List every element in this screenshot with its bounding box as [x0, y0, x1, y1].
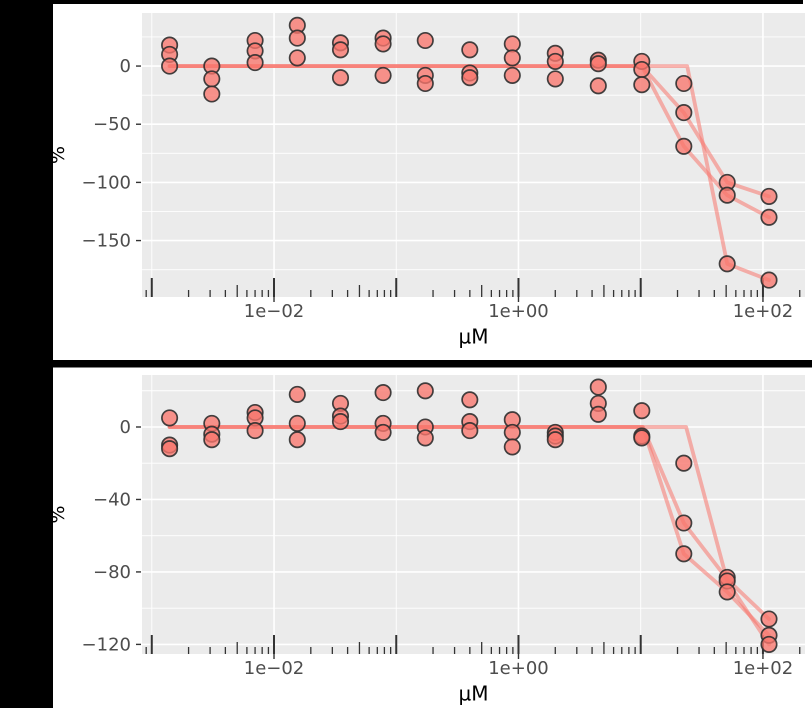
x-tick-label: 1e−02 — [244, 658, 305, 679]
data-point — [760, 208, 778, 226]
y-tick-label: −80 — [93, 562, 131, 583]
y-tick-label: 0 — [120, 56, 131, 77]
data-point — [331, 69, 350, 87]
data-point — [203, 431, 221, 449]
fit-line — [167, 64, 771, 283]
data-point — [288, 29, 306, 47]
data-point — [589, 378, 607, 396]
data-point — [633, 60, 651, 79]
data-point — [374, 35, 392, 53]
data-point — [288, 431, 306, 449]
data-point — [288, 49, 306, 67]
dose-response-plot-bottom: 1e−02 1e+00 1e+02 0 −40 −80 −120 µM% — [47, 367, 812, 708]
data-point — [718, 255, 736, 273]
log-ticks — [145, 278, 801, 297]
x-tick-label: 1e+02 — [733, 301, 794, 322]
data-point — [416, 74, 434, 93]
x-tick-label: 1e−02 — [244, 301, 305, 322]
data-point — [760, 635, 778, 653]
data-point — [675, 545, 693, 563]
data-point — [374, 66, 392, 84]
data-point — [246, 54, 264, 72]
data-point — [503, 66, 521, 84]
y-tick-label: 0 — [120, 417, 131, 438]
data-point — [633, 429, 651, 447]
data-point — [760, 610, 778, 628]
data-point — [675, 104, 693, 122]
y-axis-title: % — [47, 146, 69, 164]
data-point — [416, 429, 434, 447]
data-point — [503, 423, 521, 441]
data-point — [589, 405, 607, 423]
data-point — [461, 391, 479, 409]
data-point — [675, 137, 693, 155]
data-point — [374, 423, 392, 441]
data-point — [331, 413, 350, 431]
dose-response-plot-top: 1e−02 1e+00 1e+02 0 −50 −100 −150 µM% — [47, 4, 812, 360]
y-tick-label: −40 — [93, 489, 131, 510]
frame-top-bar — [0, 0, 803, 4]
data-point — [288, 414, 306, 432]
data-point — [760, 271, 778, 289]
data-point — [718, 583, 736, 601]
data-point — [675, 454, 693, 472]
data-point — [589, 77, 607, 95]
data-point — [374, 384, 392, 402]
data-point — [416, 382, 434, 400]
x-axis-title: µM — [459, 325, 489, 349]
y-tick-label: −50 — [93, 114, 131, 135]
data-point — [461, 69, 479, 87]
data-point — [718, 186, 736, 204]
y-axis-title: % — [47, 505, 69, 523]
data-point — [760, 187, 778, 205]
data-point — [161, 440, 179, 458]
data-points — [161, 16, 778, 289]
data-point — [246, 422, 264, 440]
data-point — [203, 70, 221, 88]
y-tick-label: −150 — [82, 231, 131, 252]
x-tick-label: 1e+00 — [488, 658, 549, 679]
data-point — [546, 431, 564, 449]
data-point — [589, 55, 607, 73]
x-tick-label: 1e+00 — [488, 301, 549, 322]
data-point — [331, 41, 350, 59]
frame-left-bar — [0, 0, 53, 708]
data-point — [503, 35, 521, 53]
data-point — [416, 31, 434, 50]
data-point — [161, 409, 179, 427]
data-point — [203, 85, 221, 103]
frame-separator-bar — [0, 360, 812, 368]
y-tick-label: −100 — [82, 172, 131, 193]
data-point — [503, 438, 521, 456]
data-point — [546, 52, 564, 70]
data-point — [461, 41, 479, 59]
x-axis-title: µM — [459, 682, 489, 706]
x-tick-label: 1e+02 — [733, 658, 794, 679]
data-points — [161, 378, 778, 653]
data-point — [546, 70, 564, 88]
data-point — [503, 49, 521, 67]
data-point — [461, 422, 479, 440]
data-point — [161, 57, 179, 75]
data-point — [675, 514, 693, 532]
data-point — [288, 385, 306, 403]
data-point — [633, 402, 651, 420]
data-point — [633, 76, 651, 94]
y-tick-label: −120 — [82, 634, 131, 655]
data-point — [675, 74, 693, 93]
